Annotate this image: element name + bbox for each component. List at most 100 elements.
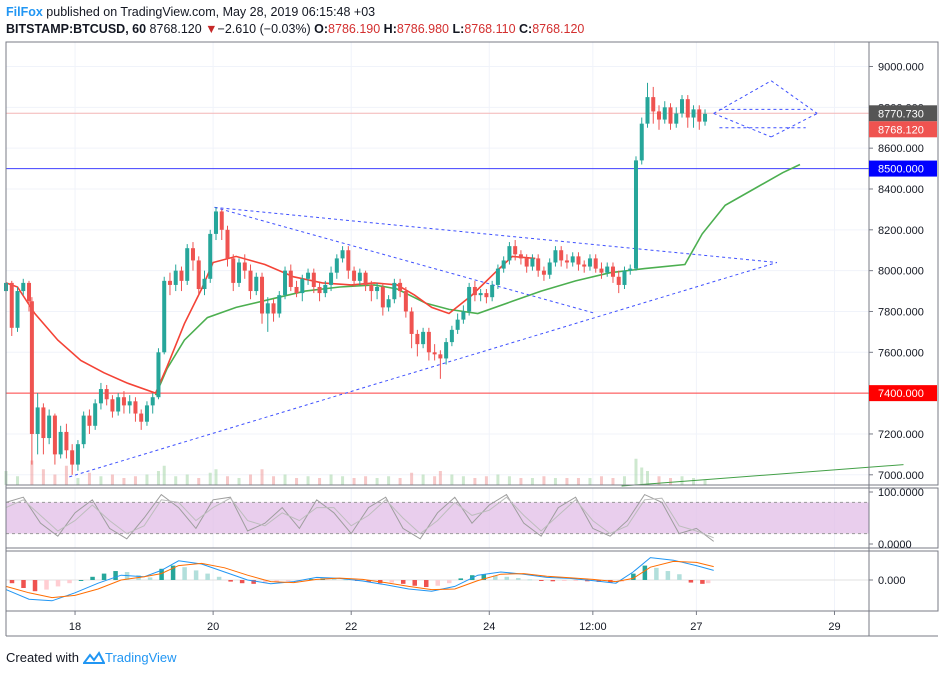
candle-body bbox=[87, 415, 92, 426]
horizontal-lines-layer bbox=[6, 112, 869, 394]
volume-bar bbox=[133, 476, 137, 485]
macd-histogram-bar bbox=[550, 580, 556, 582]
candle-body bbox=[357, 272, 362, 281]
candle-body bbox=[426, 331, 431, 353]
candle-body bbox=[449, 329, 454, 343]
volume-bar bbox=[162, 465, 166, 485]
chart-header: FilFox published on TradingView.com, May… bbox=[6, 4, 936, 38]
candle-body bbox=[208, 233, 213, 279]
candle-body bbox=[173, 270, 178, 285]
candle-body bbox=[507, 246, 512, 261]
candle-body bbox=[553, 250, 558, 263]
volume-bar bbox=[87, 472, 91, 485]
macd-histogram-bar bbox=[9, 580, 15, 584]
created-with-text: Created with bbox=[6, 650, 79, 665]
macd-histogram-bar bbox=[170, 565, 176, 580]
macd-histogram-bar bbox=[113, 571, 118, 580]
low-label: L: bbox=[452, 22, 465, 36]
candle-body bbox=[593, 258, 598, 269]
oscillator-pane bbox=[5, 493, 869, 542]
candle-body bbox=[352, 270, 357, 281]
symbol-label[interactable]: BITSTAMP:BTCUSD, 60 bbox=[6, 22, 147, 36]
candle-body bbox=[570, 256, 575, 263]
volume-bar bbox=[375, 478, 379, 485]
macd-histogram-bar bbox=[101, 573, 107, 580]
candle-body bbox=[288, 270, 293, 287]
candle-body bbox=[536, 258, 541, 271]
candle-body bbox=[461, 311, 466, 320]
candle-body bbox=[41, 407, 46, 439]
candle-body bbox=[93, 403, 98, 426]
volume-bar bbox=[387, 476, 391, 485]
macd-histogram-bar bbox=[343, 579, 348, 581]
candle-body bbox=[52, 415, 57, 455]
price-tick-label: 9000.000 bbox=[878, 61, 924, 73]
candle-body bbox=[346, 250, 351, 271]
macd-histogram-bar bbox=[147, 577, 153, 580]
publish-line: FilFox published on TradingView.com, May… bbox=[6, 4, 936, 21]
macd-histogram-bar bbox=[331, 578, 337, 580]
macd-histogram-bar bbox=[389, 580, 394, 583]
candle-body bbox=[668, 107, 673, 124]
volume-bar bbox=[214, 469, 218, 485]
candle-body bbox=[703, 113, 708, 122]
volume-bar bbox=[692, 478, 696, 485]
macd-histogram-bar bbox=[435, 580, 440, 586]
candle-body bbox=[662, 107, 667, 120]
macd-histogram-bar bbox=[705, 580, 711, 584]
candles-layer bbox=[4, 82, 708, 475]
ohlc-line: BITSTAMP:BTCUSD, 60 8768.120 ▼−2.610 (−0… bbox=[6, 21, 936, 38]
footer: Created with TradingView bbox=[6, 650, 177, 665]
volume-bar bbox=[329, 474, 333, 485]
candle-body bbox=[202, 278, 207, 290]
candle-body bbox=[599, 268, 604, 273]
volume-bar bbox=[553, 478, 557, 485]
time-tick-label: 24 bbox=[483, 621, 495, 633]
volume-bar bbox=[496, 474, 500, 485]
trend-line bbox=[713, 112, 772, 138]
macd-histogram-bar bbox=[274, 580, 279, 582]
candle-body bbox=[610, 266, 615, 277]
volume-bar bbox=[398, 478, 402, 485]
chart-canvas[interactable]: 9000.0008800.0008600.0008400.0008200.000… bbox=[0, 0, 939, 640]
oscillator-d-line bbox=[5, 496, 714, 539]
candle-body bbox=[582, 264, 587, 267]
candle-body bbox=[432, 352, 437, 355]
candle-body bbox=[133, 401, 138, 414]
price-tag bbox=[869, 105, 937, 122]
macd-histogram-bar bbox=[205, 573, 210, 580]
candle-body bbox=[139, 413, 144, 422]
volume-bar bbox=[410, 472, 414, 485]
candle-body bbox=[403, 291, 408, 312]
candle-body bbox=[27, 282, 32, 302]
author-name[interactable]: FilFox bbox=[6, 5, 43, 19]
high-value: 8786.980 bbox=[396, 22, 450, 36]
candle-body bbox=[190, 248, 195, 261]
volume-bar bbox=[226, 476, 230, 485]
tradingview-logo-icon bbox=[82, 650, 105, 664]
macd-histogram-bar bbox=[193, 570, 199, 580]
macd-histogram-bar bbox=[539, 580, 544, 581]
volume-bar bbox=[461, 476, 465, 485]
close-value: 8768.120 bbox=[532, 22, 585, 36]
candle-body bbox=[455, 319, 460, 330]
macd-histogram-bar bbox=[527, 579, 533, 581]
candle-body bbox=[587, 258, 592, 267]
macd-histogram-bar bbox=[285, 580, 291, 582]
volume-bar bbox=[473, 478, 477, 485]
candle-body bbox=[680, 99, 685, 114]
candle-body bbox=[421, 331, 426, 345]
price-tick-label: 8200.000 bbox=[878, 225, 924, 237]
candle-body bbox=[98, 389, 103, 404]
macd-histogram-bar bbox=[458, 578, 464, 580]
moving-average-line bbox=[5, 255, 536, 395]
candle-body bbox=[645, 97, 650, 124]
tradingview-logo[interactable]: TradingView bbox=[82, 650, 177, 665]
volume-bar bbox=[703, 479, 707, 485]
candle-body bbox=[294, 286, 299, 294]
candle-body bbox=[121, 397, 126, 406]
price-tick-label: 7000.000 bbox=[878, 470, 924, 482]
volume-bar bbox=[318, 478, 322, 485]
candle-body bbox=[15, 291, 20, 328]
candle-body bbox=[409, 311, 414, 334]
